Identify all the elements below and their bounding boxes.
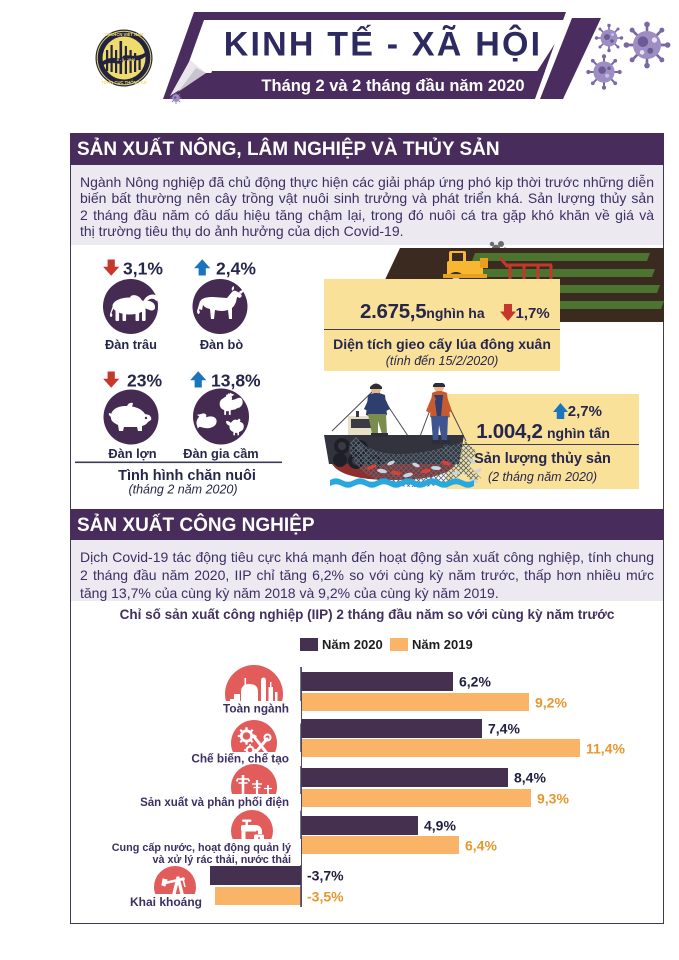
svg-text:Sản xuất và phân phối điện: Sản xuất và phân phối điện bbox=[140, 797, 289, 809]
svg-text:KINH TẾ - XÃ HỘI: KINH TẾ - XÃ HỘI bbox=[224, 25, 543, 64]
svg-text:Tháng 2 và 2 tháng đầu năm 202: Tháng 2 và 2 tháng đầu năm 2020 bbox=[261, 77, 524, 95]
svg-text:TỔNG CỤC THỐNG KÊ: TỔNG CỤC THỐNG KÊ bbox=[101, 80, 147, 85]
svg-text:8 - 5 - 1946: 8 - 5 - 1946 bbox=[117, 58, 135, 62]
svg-text:Đàn bò: Đàn bò bbox=[200, 337, 244, 352]
svg-text:8,4%: 8,4% bbox=[514, 770, 546, 786]
svg-text:CHXHCN VIỆT NAM: CHXHCN VIỆT NAM bbox=[104, 32, 144, 37]
svg-text:3,1%: 3,1% bbox=[123, 259, 163, 279]
svg-text:Đàn gia cầm: Đàn gia cầm bbox=[183, 446, 258, 461]
svg-text:Đàn lợn: Đàn lợn bbox=[108, 446, 156, 461]
svg-text:6,2%: 6,2% bbox=[459, 674, 491, 690]
svg-text:11,4%: 11,4% bbox=[586, 741, 625, 757]
svg-text:-3,7%: -3,7% bbox=[307, 868, 344, 884]
svg-text:Đàn trâu: Đàn trâu bbox=[105, 337, 157, 352]
svg-text:Tình hình chăn nuôi: Tình hình chăn nuôi bbox=[118, 468, 256, 484]
svg-text:Khai khoáng: Khai khoáng bbox=[130, 895, 202, 909]
svg-text:(tháng 2 năm 2020): (tháng 2 năm 2020) bbox=[128, 483, 237, 497]
svg-text:23%: 23% bbox=[127, 371, 162, 391]
svg-text:và xử lý rác thải, nước thải: và xử lý rác thải, nước thải bbox=[152, 854, 291, 866]
svg-text:6,4%: 6,4% bbox=[465, 838, 497, 854]
svg-text:2,4%: 2,4% bbox=[216, 259, 256, 279]
svg-text:Toàn ngành: Toàn ngành bbox=[223, 702, 289, 716]
svg-text:13,8%: 13,8% bbox=[211, 371, 261, 391]
svg-text:Chế biến, chế tạo: Chế biến, chế tạo bbox=[191, 752, 289, 766]
svg-text:9,3%: 9,3% bbox=[537, 791, 569, 807]
svg-text:4,9%: 4,9% bbox=[424, 818, 456, 834]
svg-text:Cung cấp nước, hoạt động quản: Cung cấp nước, hoạt động quản lý bbox=[112, 842, 291, 854]
svg-text:9,2%: 9,2% bbox=[535, 695, 567, 711]
svg-text:-3,5%: -3,5% bbox=[307, 889, 344, 905]
svg-text:7,4%: 7,4% bbox=[488, 721, 520, 737]
